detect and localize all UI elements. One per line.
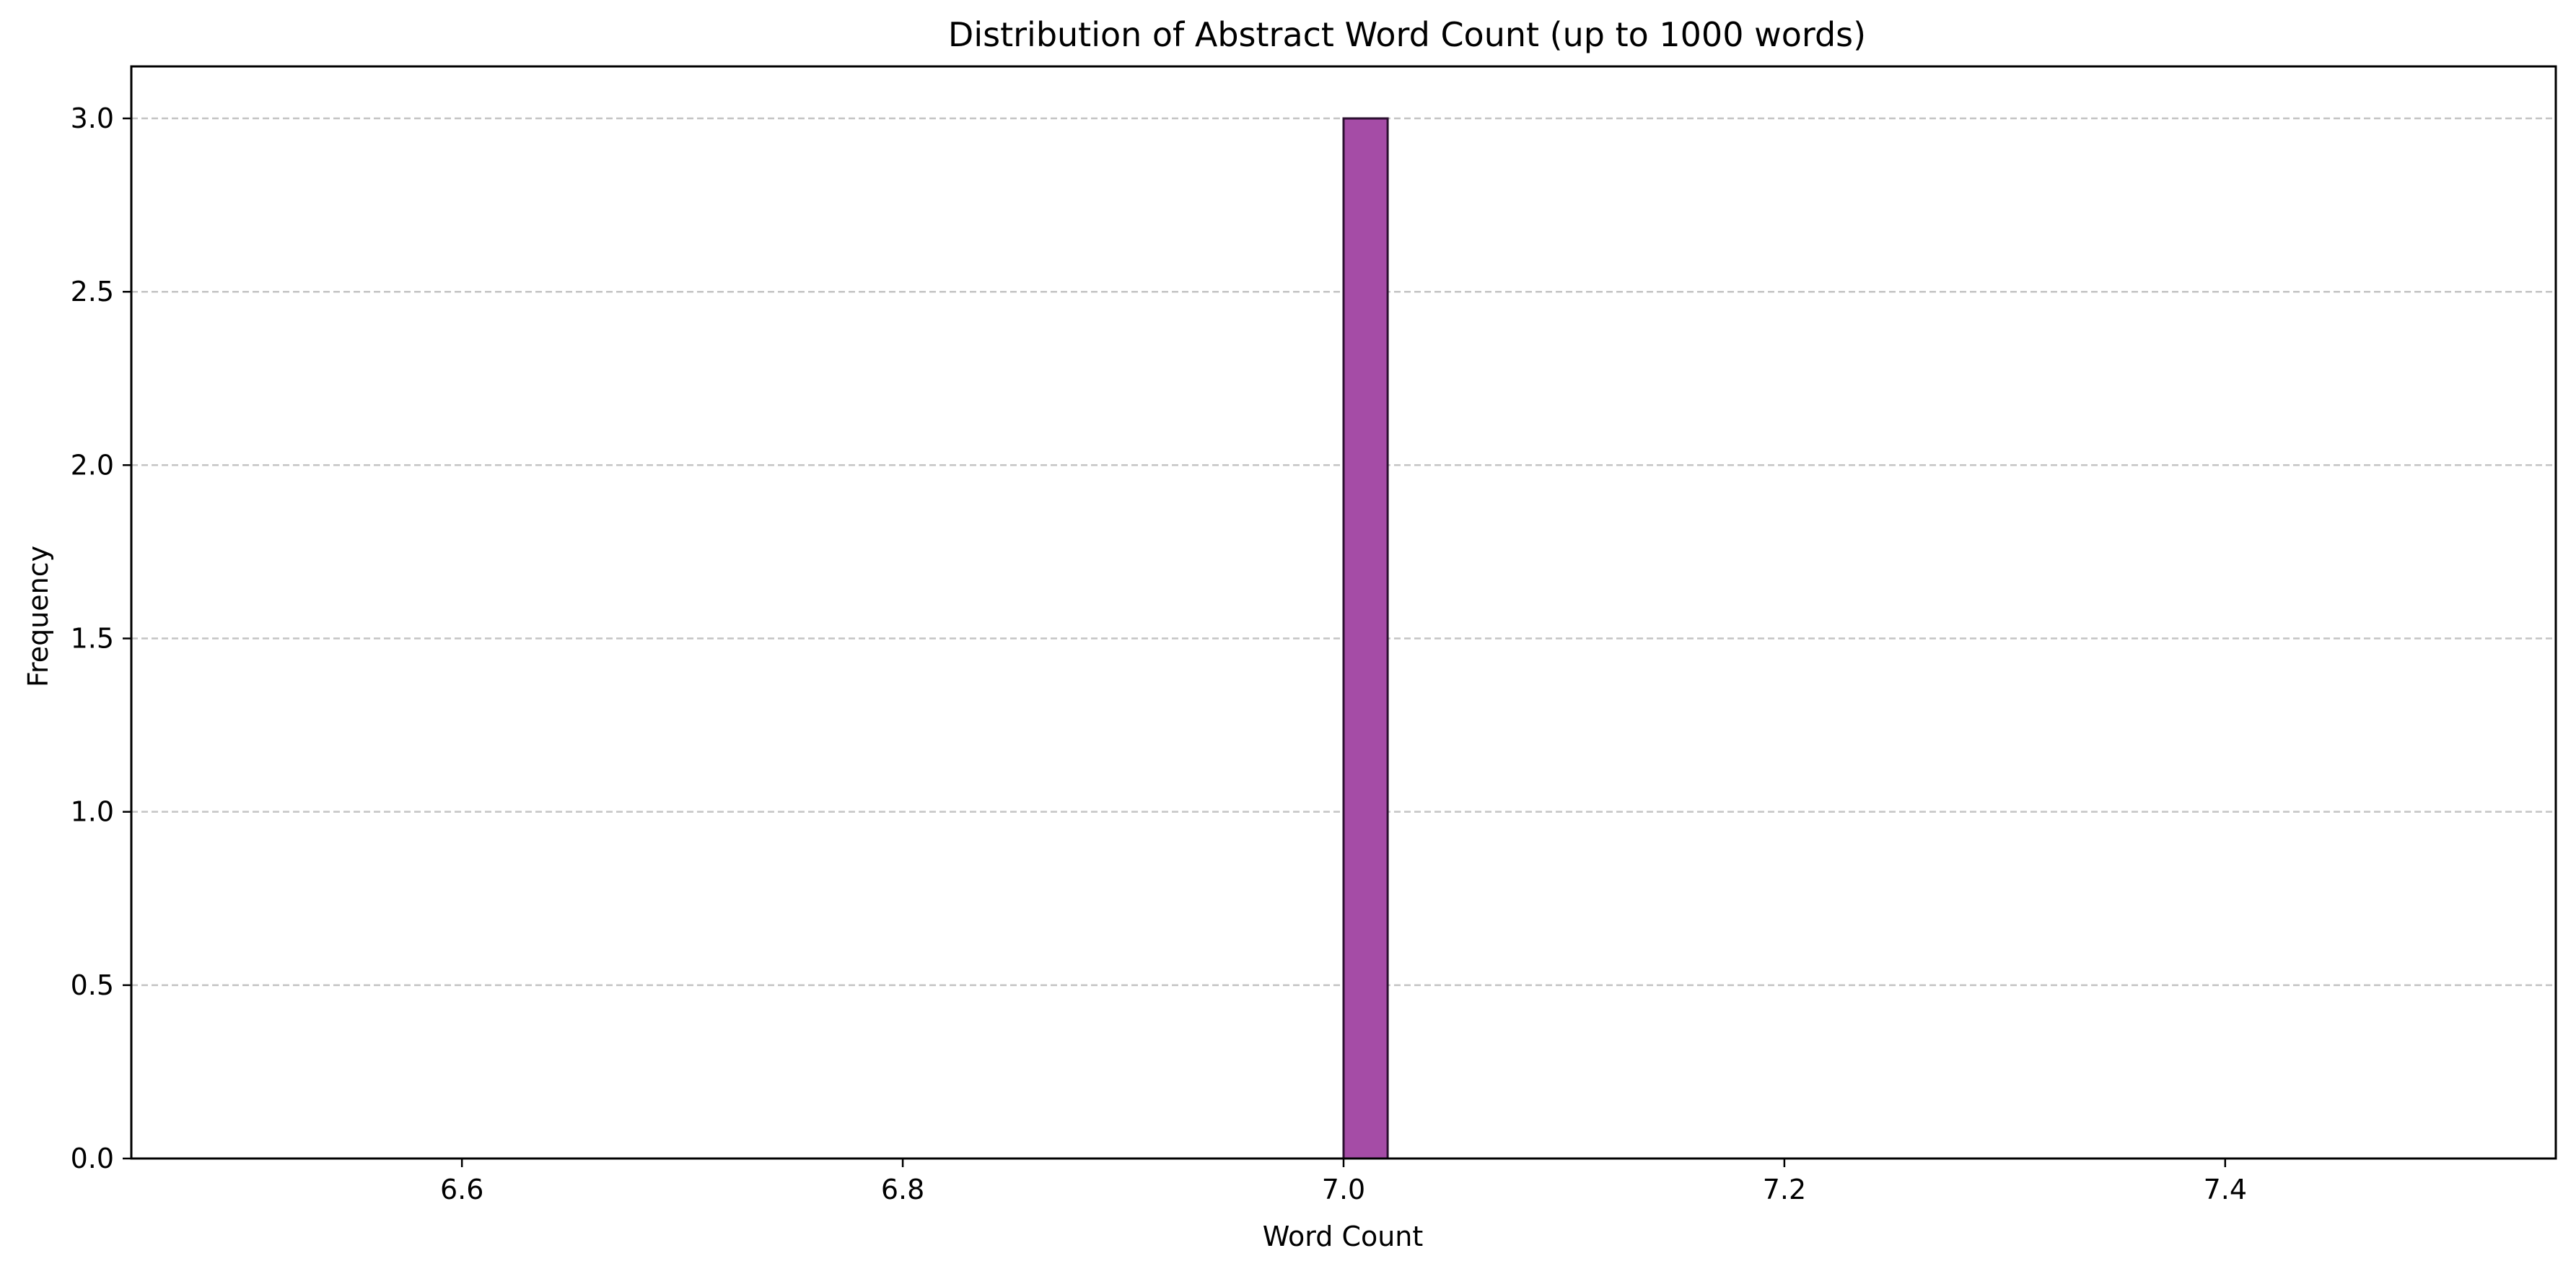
y-axis-label: Frequency <box>22 546 54 687</box>
y-tick-label: 1.5 <box>71 623 114 655</box>
x-tick-label: 7.2 <box>1763 1174 1806 1205</box>
y-tick-label: 3.0 <box>71 102 114 134</box>
x-axis-ticks: 6.6 6.8 7.0 7.2 7.4 <box>440 1159 2247 1205</box>
y-tick-label: 2.5 <box>71 276 114 307</box>
x-tick-label: 6.8 <box>881 1174 924 1205</box>
y-axis-ticks: 0.0 0.5 1.0 1.5 2.0 2.5 3.0 <box>71 102 131 1174</box>
y-tick-label: 1.0 <box>71 796 114 828</box>
y-tick-label: 0.5 <box>71 969 114 1001</box>
histogram-bars <box>1342 117 1389 1160</box>
x-tick-label: 6.6 <box>440 1174 483 1205</box>
x-tick-label: 7.4 <box>2204 1174 2247 1205</box>
x-axis-label: Word Count <box>1263 1221 1424 1252</box>
y-tick-label: 0.0 <box>71 1143 114 1174</box>
x-tick-label: 7.0 <box>1322 1174 1365 1205</box>
chart-title: Distribution of Abstract Word Count (up … <box>948 15 1866 54</box>
y-tick-label: 2.0 <box>71 449 114 481</box>
histogram-bar <box>1342 117 1389 1160</box>
